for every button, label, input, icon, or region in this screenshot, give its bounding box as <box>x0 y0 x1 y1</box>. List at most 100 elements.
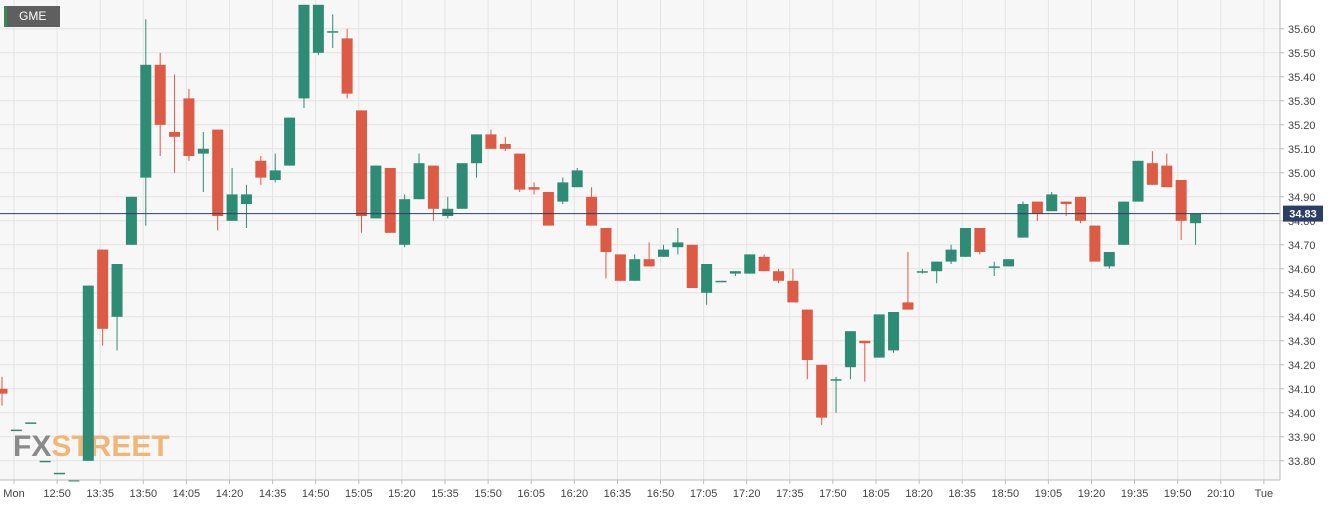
x-tick-label: 18:20 <box>905 488 933 500</box>
candle-body <box>614 254 626 281</box>
candle <box>686 244 698 288</box>
candle-body <box>902 302 914 310</box>
y-tick-label: 34.20 <box>1288 360 1316 372</box>
candle-body <box>657 249 669 257</box>
candle <box>356 110 367 233</box>
candle <box>456 163 468 209</box>
candle-body <box>945 249 957 262</box>
y-tick-label: 34.10 <box>1288 384 1316 396</box>
candle <box>10 429 22 432</box>
candle <box>916 268 928 274</box>
candle <box>542 192 554 226</box>
y-tick-label: 34.30 <box>1288 336 1316 348</box>
candle-body <box>212 129 224 216</box>
candle <box>499 136 511 152</box>
candle <box>240 184 252 228</box>
candle-body <box>384 168 396 233</box>
candle-body <box>154 64 166 125</box>
candle-body <box>1132 160 1144 202</box>
candle <box>399 194 411 248</box>
y-tick-label: 33.90 <box>1288 432 1316 444</box>
candle-body <box>571 170 583 188</box>
candle <box>844 331 856 380</box>
y-tick-label: 35.40 <box>1288 72 1316 84</box>
candle <box>701 264 713 305</box>
candle-body <box>471 134 483 164</box>
candle-body <box>1017 204 1029 238</box>
candle <box>672 228 684 255</box>
candle-body <box>888 312 900 351</box>
candle <box>442 196 454 219</box>
candle <box>614 254 626 281</box>
candle-body <box>226 194 238 221</box>
y-tick-label: 34.90 <box>1288 192 1316 204</box>
candle <box>1089 225 1101 262</box>
candle <box>945 244 957 264</box>
candle <box>1161 153 1173 188</box>
candle-body <box>298 4 310 99</box>
x-tick-label: 18:50 <box>992 488 1020 500</box>
candle <box>111 264 123 351</box>
candle-body <box>787 280 799 303</box>
x-tick-label: 16:20 <box>561 488 589 500</box>
x-tick-label: 13:50 <box>130 488 158 500</box>
candle <box>471 134 483 178</box>
candle <box>629 254 641 281</box>
ticker-label: GME <box>4 6 60 27</box>
candle <box>1031 201 1043 221</box>
watermark-part1: FX <box>13 430 51 463</box>
candle-body <box>39 460 51 463</box>
candle-body <box>557 182 569 202</box>
candle-body <box>97 249 109 329</box>
candle-body <box>68 480 80 482</box>
x-tick-label: Tue <box>1255 488 1274 500</box>
candle-body <box>974 228 986 252</box>
candle-body <box>672 242 684 248</box>
candle <box>327 14 339 48</box>
candle <box>1017 201 1029 238</box>
candle <box>169 74 181 173</box>
candle-body <box>312 4 324 53</box>
x-tick-label: 20:10 <box>1207 488 1235 500</box>
candle-body <box>269 170 281 180</box>
candle <box>557 177 569 204</box>
candle-body <box>1003 259 1015 267</box>
y-tick-label: 35.50 <box>1288 48 1316 60</box>
candle <box>1103 252 1115 269</box>
candle-body <box>1060 201 1072 204</box>
candle-body <box>586 196 598 226</box>
candle <box>1075 196 1086 224</box>
y-tick-label: 33.80 <box>1288 456 1316 468</box>
candle-body <box>240 194 252 204</box>
candle-body <box>10 429 22 432</box>
x-axis-ticks: Mon 12:50 13:35 13:50 14:05 14:20 14:35 14:50 15… <box>3 480 1273 500</box>
current-price-label: 34.83 <box>1289 209 1317 221</box>
candles <box>0 4 1202 482</box>
candle <box>988 261 1000 276</box>
candle-body <box>1161 165 1173 188</box>
candle-body <box>600 228 612 252</box>
candle-body <box>701 264 713 293</box>
candle-body <box>988 266 1000 268</box>
candle <box>859 340 871 382</box>
candle <box>125 196 137 245</box>
x-tick-label: 18:05 <box>862 488 890 500</box>
candle <box>787 268 799 303</box>
candle <box>816 364 828 425</box>
fxstreet-watermark: FXSTREET <box>13 430 170 463</box>
candle-body <box>528 187 540 190</box>
candle-body <box>169 132 181 137</box>
candle <box>312 4 324 56</box>
candle-body <box>25 422 37 424</box>
candle <box>255 156 267 185</box>
x-tick-label: 19:50 <box>1164 488 1192 500</box>
candle <box>140 19 152 226</box>
x-tick-label: 17:05 <box>690 488 718 500</box>
candle-body <box>0 388 8 394</box>
candle-body <box>1031 201 1043 214</box>
candle <box>154 52 166 156</box>
x-tick-label: 16:50 <box>647 488 675 500</box>
candle <box>729 271 741 276</box>
candle-body <box>859 340 871 344</box>
